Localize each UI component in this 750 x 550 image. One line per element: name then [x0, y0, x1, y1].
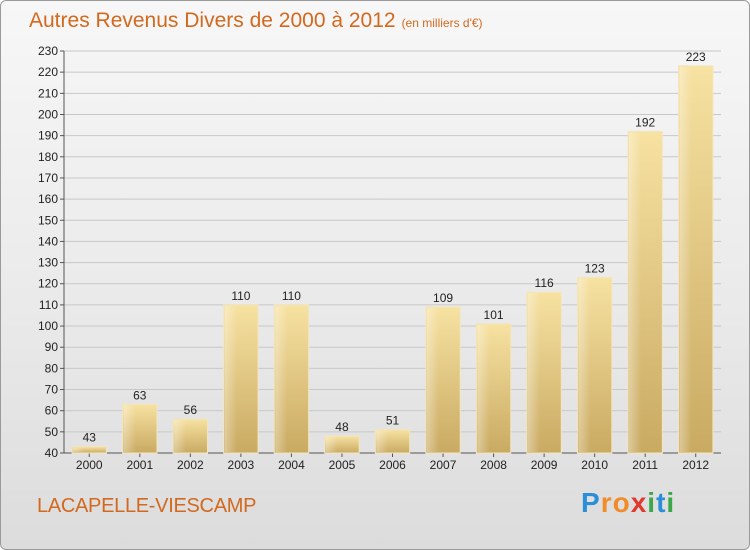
y-tick-label: 200: [38, 107, 58, 121]
x-tick-label: 2009: [531, 458, 558, 472]
y-tick-label: 60: [45, 404, 59, 418]
proxiti-logo: Proxiti: [581, 487, 675, 519]
bar-highlight: [578, 278, 591, 452]
logo-letter: i: [647, 487, 657, 518]
chart-title: Autres Revenus Divers de 2000 à 2012 (en …: [29, 9, 483, 33]
bar-highlight: [629, 132, 642, 452]
bar-highlight: [73, 447, 86, 452]
bar-highlight: [275, 305, 288, 452]
x-tick-label: 2012: [682, 458, 709, 472]
logo-letter: P: [581, 487, 601, 518]
x-tick-label: 2001: [126, 458, 153, 472]
data-label: 101: [484, 308, 504, 322]
data-label: 110: [282, 289, 301, 303]
y-tick-label: 190: [38, 129, 58, 143]
y-tick-label: 160: [38, 192, 58, 206]
bars: [71, 65, 714, 454]
x-tick-label: 2007: [430, 458, 457, 472]
x-tick-label: 2008: [480, 458, 507, 472]
x-tick-label: 2010: [581, 458, 608, 472]
grid-lines: [64, 50, 721, 454]
chart-title-text: Autres Revenus Divers de 2000 à 2012: [29, 9, 396, 32]
x-tick-label: 2000: [76, 458, 103, 472]
bar-highlight: [426, 308, 439, 452]
data-label: 192: [635, 115, 655, 129]
bar: [71, 446, 107, 454]
data-label: 56: [184, 403, 198, 417]
bar-highlight: [174, 420, 187, 452]
x-tick-label: 2006: [379, 458, 406, 472]
bar-highlight: [477, 324, 490, 452]
bar-highlight: [527, 293, 540, 452]
y-tick-label: 120: [38, 277, 58, 291]
data-label: 109: [433, 291, 453, 305]
x-tick-label: 2005: [329, 458, 356, 472]
x-tick-label: 2002: [177, 458, 204, 472]
y-tick-label: 180: [38, 150, 58, 164]
x-tick-label: 2004: [278, 458, 305, 472]
labels: 43 63 56 110 110 48 51 109 101 116 123 192 223: [83, 50, 706, 445]
y-tick-label: 220: [38, 65, 58, 79]
logo-letter: o: [612, 487, 631, 518]
bar-highlight: [123, 405, 136, 452]
bar-highlight: [679, 66, 692, 453]
data-label: 110: [231, 289, 250, 303]
axes: 40 50 60 70 80 90 100 110 120 130 140 150 160 170 180 1…: [38, 44, 721, 472]
y-tick-label: 150: [38, 213, 58, 227]
bar-highlight: [376, 430, 389, 452]
y-tick-label: 230: [38, 44, 58, 58]
chart-subtitle: (en milliers d'€): [401, 16, 483, 30]
y-tick-label: 90: [45, 340, 59, 354]
y-tick-label: 100: [38, 319, 58, 333]
logo-letter: t: [656, 487, 667, 518]
y-tick-label: 70: [45, 383, 59, 397]
data-label: 116: [535, 276, 554, 290]
bar-highlight: [224, 305, 237, 452]
y-tick-label: 130: [38, 256, 58, 270]
data-label: 223: [686, 50, 706, 64]
x-tick-label: 2011: [632, 458, 658, 472]
logo-letter: x: [630, 487, 648, 518]
data-label: 43: [83, 431, 97, 445]
y-tick-label: 50: [45, 425, 59, 439]
data-label: 51: [386, 414, 400, 428]
y-tick-label: 170: [38, 171, 58, 185]
logo-letter: r: [600, 487, 613, 518]
data-label: 63: [133, 388, 147, 402]
place-name: LACAPELLE-VIESCAMP: [37, 495, 257, 517]
y-tick-label: 80: [45, 361, 59, 375]
data-label: 123: [585, 261, 605, 275]
data-label: 48: [335, 420, 349, 434]
y-tick-label: 140: [38, 234, 58, 248]
bar-highlight: [325, 437, 338, 452]
y-tick-label: 110: [39, 298, 58, 312]
x-tick-label: 2003: [228, 458, 255, 472]
logo-letter: i: [666, 487, 676, 518]
y-tick-label: 210: [38, 86, 58, 100]
y-tick-label: 40: [45, 446, 59, 460]
